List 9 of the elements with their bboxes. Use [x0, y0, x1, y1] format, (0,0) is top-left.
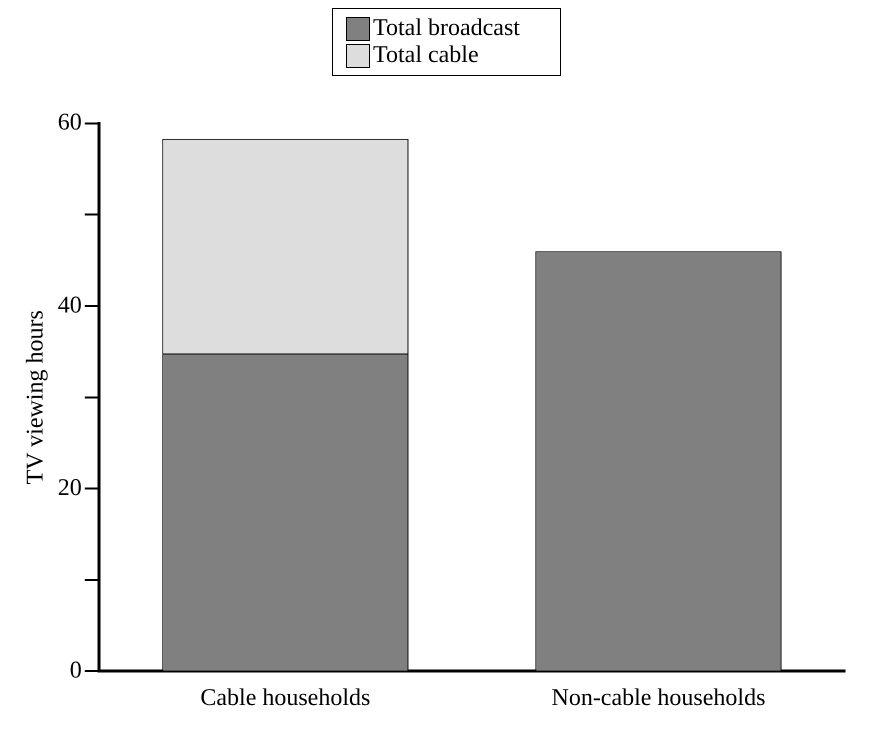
legend-label: Total cable	[373, 42, 479, 69]
y-tick-label: 60	[58, 110, 82, 136]
y-tick-label: 40	[58, 292, 82, 318]
y-axis-title: TV viewing hours	[22, 310, 49, 484]
legend-label: Total broadcast	[373, 15, 520, 42]
y-tick-label: 20	[58, 474, 82, 501]
y-tick-label: 0	[70, 657, 82, 684]
x-tick-label: Non-cable households	[551, 684, 766, 711]
x-tick-label: Cable households	[200, 684, 370, 711]
